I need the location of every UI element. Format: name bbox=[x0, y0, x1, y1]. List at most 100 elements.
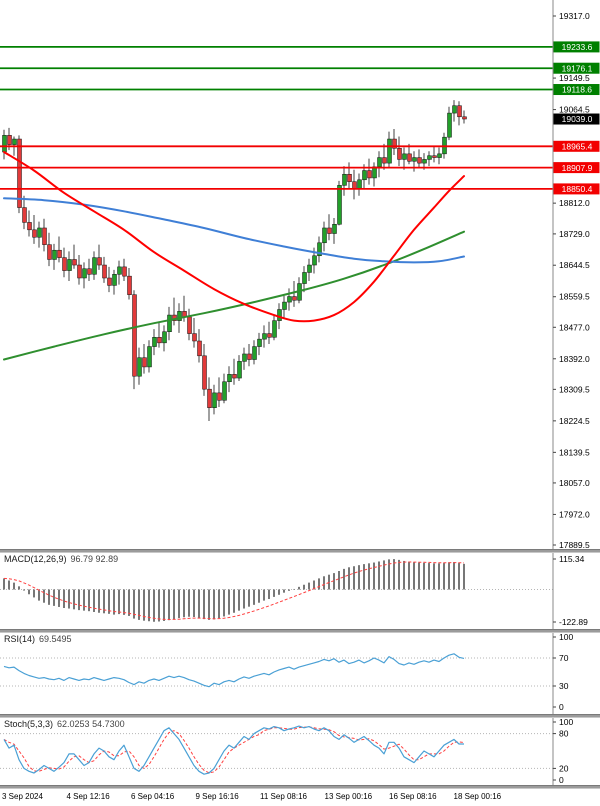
candle-up bbox=[137, 347, 142, 385]
rsi-canvas[interactable]: 100 70 30 0 bbox=[0, 633, 600, 714]
candle-body bbox=[242, 353, 247, 362]
price-tick-label: 18139.5 bbox=[559, 447, 590, 457]
candle-up bbox=[2, 129, 7, 160]
candle-body bbox=[397, 148, 402, 160]
candle-up bbox=[317, 236, 322, 263]
rsi-panel[interactable]: RSI(14) 69.5495 100 70 30 0 bbox=[0, 633, 600, 714]
stochastic-canvas[interactable]: 100 80 20 0 bbox=[0, 718, 600, 785]
time-axis-label: 11 Sep 08:16 bbox=[260, 792, 308, 801]
candle-body bbox=[47, 244, 52, 260]
macd-signal-line bbox=[3, 561, 465, 621]
support-price-label-text: 18850.4 bbox=[562, 184, 593, 194]
candle-down bbox=[202, 343, 207, 396]
candle-body bbox=[352, 181, 357, 190]
candle-up bbox=[302, 266, 307, 293]
candle-body bbox=[272, 320, 277, 338]
time-axis-label: 16 Sep 08:16 bbox=[389, 792, 437, 801]
candle-down bbox=[217, 377, 222, 407]
candle-down bbox=[417, 149, 422, 168]
rsi-values: 69.5495 bbox=[39, 634, 72, 644]
time-axis-label: 4 Sep 12:16 bbox=[66, 792, 110, 801]
resistance-price-label-box bbox=[553, 84, 600, 96]
price-chart-panel[interactable]: 19317.0 19149.5 19064.5 18812.0 18729.0 18644… bbox=[0, 0, 600, 549]
candle-body bbox=[302, 272, 307, 284]
candle-body bbox=[382, 157, 387, 164]
candle-body bbox=[97, 257, 102, 266]
candle-up bbox=[287, 288, 292, 311]
rsi-indicator-label: RSI(14) 69.5495 bbox=[4, 634, 72, 644]
time-axis-label: 13 Sep 00:16 bbox=[324, 792, 373, 801]
candle-body bbox=[27, 222, 32, 231]
candle-body bbox=[387, 138, 392, 164]
current-price-label-box bbox=[553, 113, 600, 125]
price-tick-label: 19149.5 bbox=[559, 73, 590, 83]
candle-up bbox=[447, 106, 452, 141]
candle-body bbox=[407, 153, 412, 162]
candle-down bbox=[102, 256, 107, 283]
candle-body bbox=[257, 338, 262, 347]
time-axis-label: 9 Sep 16:16 bbox=[195, 792, 239, 801]
price-tick-label: 18559.5 bbox=[559, 292, 590, 302]
candle-body bbox=[22, 207, 27, 223]
resistance-price-label-text: 19118.6 bbox=[562, 85, 592, 95]
macd-panel[interactable]: MACD(12,26,9) 96.79 92.89 115.34 -122.89 bbox=[0, 553, 600, 629]
candle-body bbox=[422, 159, 427, 164]
panel-separator[interactable] bbox=[0, 714, 600, 718]
candle-down bbox=[17, 135, 22, 214]
price-tick-label: 18644.5 bbox=[559, 260, 590, 270]
rsi-tick-label: 30 bbox=[559, 681, 569, 691]
candle-down bbox=[32, 215, 37, 244]
candle-body bbox=[427, 155, 432, 160]
candle-body bbox=[82, 268, 87, 279]
candle-body bbox=[67, 259, 72, 271]
candle-up bbox=[252, 340, 257, 365]
panel-separator[interactable] bbox=[0, 785, 600, 789]
candle-down bbox=[47, 232, 52, 267]
candle-body bbox=[2, 135, 7, 153]
candle-body bbox=[37, 227, 42, 238]
support-price-label: 18965.4 bbox=[553, 140, 600, 152]
candle-down bbox=[327, 214, 332, 241]
candle-down bbox=[197, 329, 202, 363]
candle-down bbox=[27, 210, 32, 237]
stoch-k-line bbox=[3, 725, 464, 775]
panel-separator[interactable] bbox=[0, 629, 600, 633]
candle-down bbox=[352, 169, 357, 200]
ma-green-line bbox=[3, 230, 465, 361]
candle-down bbox=[207, 377, 212, 422]
macd-canvas[interactable]: 115.34 -122.89 bbox=[0, 553, 600, 629]
rsi-tick-label: 70 bbox=[559, 653, 569, 663]
candle-up bbox=[67, 251, 72, 281]
candle-body bbox=[157, 337, 162, 344]
stoch-tick-label: 20 bbox=[559, 763, 569, 773]
candle-body bbox=[152, 337, 157, 347]
candle-down bbox=[367, 158, 372, 185]
candle-up bbox=[387, 131, 392, 168]
stochastic-panel[interactable]: Stoch(5,3,3) 62.0253 54.7300 100 80 20 0 bbox=[0, 718, 600, 785]
candle-body bbox=[337, 185, 342, 225]
price-tick-label: 19064.5 bbox=[559, 105, 590, 115]
panel-separator[interactable] bbox=[0, 549, 600, 553]
price-chart-canvas[interactable]: 19317.0 19149.5 19064.5 18812.0 18729.0 18644… bbox=[0, 0, 600, 549]
price-tick-label: 18392.0 bbox=[559, 354, 590, 364]
candle-body bbox=[177, 311, 182, 321]
candle-down bbox=[382, 143, 387, 170]
candle-body bbox=[322, 227, 327, 244]
candle-body bbox=[317, 242, 322, 257]
candle-body bbox=[117, 266, 122, 275]
candle-up bbox=[92, 251, 97, 280]
candle-up bbox=[147, 340, 152, 373]
price-tick-label: 17889.5 bbox=[559, 540, 590, 549]
candle-body bbox=[87, 268, 92, 275]
candle-up bbox=[337, 180, 342, 226]
support-price-label: 18907.9 bbox=[553, 162, 600, 174]
candle-body bbox=[332, 224, 337, 234]
candle-body bbox=[72, 259, 77, 266]
candle-body bbox=[92, 257, 97, 275]
candle-body bbox=[197, 340, 202, 357]
candle-up bbox=[307, 258, 312, 281]
candle-up bbox=[257, 332, 262, 356]
candle-body bbox=[162, 331, 167, 344]
time-axis[interactable]: 3 Sep 2024 4 Sep 12:16 6 Sep 04:16 9 Sep 16… bbox=[0, 789, 600, 806]
